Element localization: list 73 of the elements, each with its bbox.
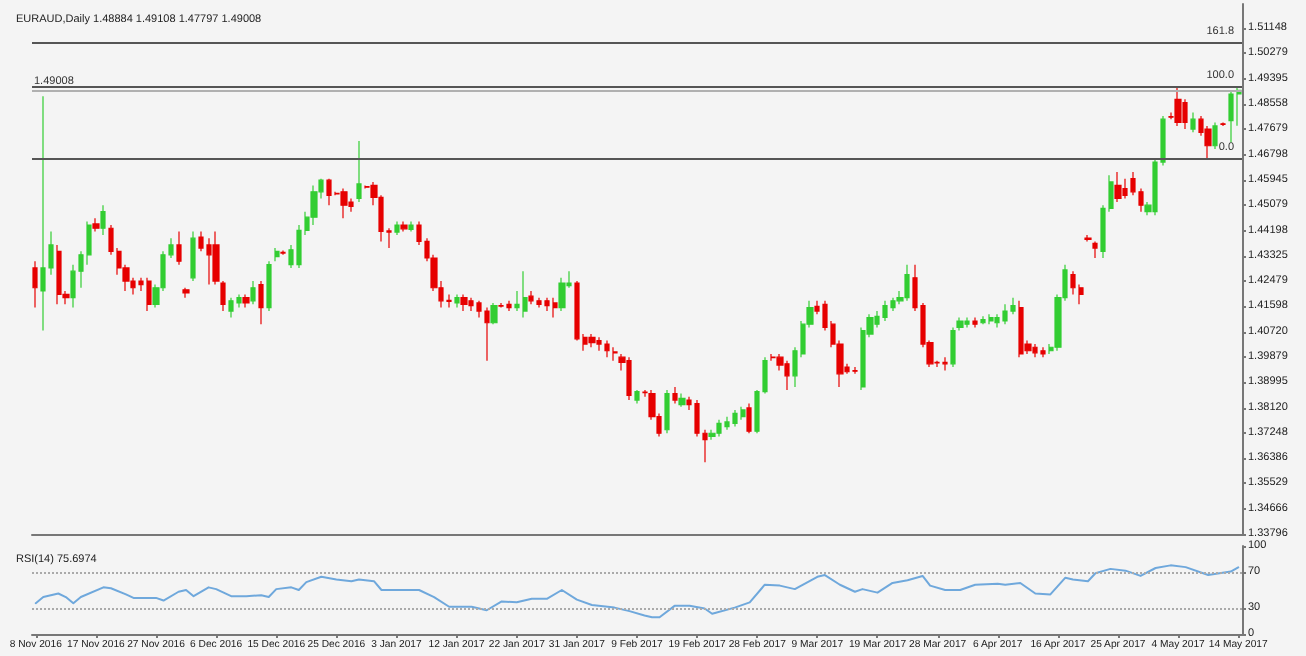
candlestick <box>972 316 978 329</box>
candlestick <box>100 204 106 236</box>
candlestick <box>904 264 910 302</box>
candlestick <box>340 188 348 219</box>
candlestick <box>348 197 354 213</box>
candlestick <box>558 277 566 312</box>
candlestick <box>942 356 948 372</box>
candlestick <box>544 297 550 312</box>
candlestick <box>664 389 670 434</box>
candlestick <box>236 293 242 309</box>
candlestick <box>326 178 332 206</box>
candlestick <box>274 247 280 262</box>
candlestick <box>1002 303 1008 325</box>
candlestick <box>964 316 970 329</box>
candlestick <box>1220 121 1226 127</box>
candlestick <box>250 280 256 305</box>
candlestick <box>1040 346 1046 358</box>
candlestick <box>1070 270 1076 296</box>
candlestick <box>1212 121 1218 150</box>
candlestick <box>732 409 738 428</box>
candlestick <box>740 406 746 421</box>
candlestick <box>394 220 400 236</box>
candlestick <box>626 356 632 401</box>
candlestick <box>506 300 512 312</box>
candlestick <box>528 290 534 305</box>
candlestick <box>678 393 686 408</box>
candlestick <box>408 220 414 233</box>
candlestick <box>724 416 730 431</box>
candlestick <box>1122 178 1128 200</box>
candlestick <box>176 230 182 266</box>
candlestick <box>746 402 752 434</box>
candlestick <box>490 302 498 325</box>
candlestick <box>258 280 264 325</box>
candlestick <box>1114 171 1122 203</box>
candlestick <box>522 270 528 319</box>
candlestick <box>206 237 212 286</box>
candlestick <box>882 300 888 322</box>
candlestick <box>468 297 474 312</box>
candlestick <box>40 95 46 332</box>
candlestick <box>536 297 542 309</box>
candlestick <box>92 217 100 233</box>
candlestick <box>552 297 558 319</box>
candlestick <box>980 315 986 325</box>
candlestick <box>1174 85 1182 127</box>
candlestick <box>988 313 994 325</box>
candlestick <box>604 339 610 358</box>
candlestick <box>588 333 596 348</box>
candlestick <box>56 244 62 305</box>
candlestick <box>612 346 618 362</box>
candlestick <box>1092 240 1098 259</box>
line-series <box>34 564 1240 619</box>
candlestick <box>1228 90 1234 143</box>
candlestick <box>596 336 602 352</box>
candlestick <box>146 277 152 312</box>
candlestick <box>454 293 460 309</box>
candlestick <box>672 386 678 405</box>
candlestick <box>1018 300 1024 358</box>
candlestick <box>716 419 722 438</box>
candlestick <box>484 306 490 362</box>
candlestick <box>634 389 640 405</box>
candlestick <box>182 287 190 299</box>
candlestick <box>32 260 38 309</box>
candlestick <box>400 220 408 233</box>
candlestick <box>1084 234 1092 242</box>
candlestick <box>356 140 362 203</box>
candlestick <box>228 297 234 319</box>
candlestick <box>190 230 196 282</box>
candlestick <box>266 260 272 312</box>
candlestick <box>460 293 468 312</box>
candlestick <box>1032 343 1038 358</box>
candlestick <box>1190 111 1196 133</box>
candlestick <box>242 293 250 309</box>
candlestick <box>784 360 790 391</box>
